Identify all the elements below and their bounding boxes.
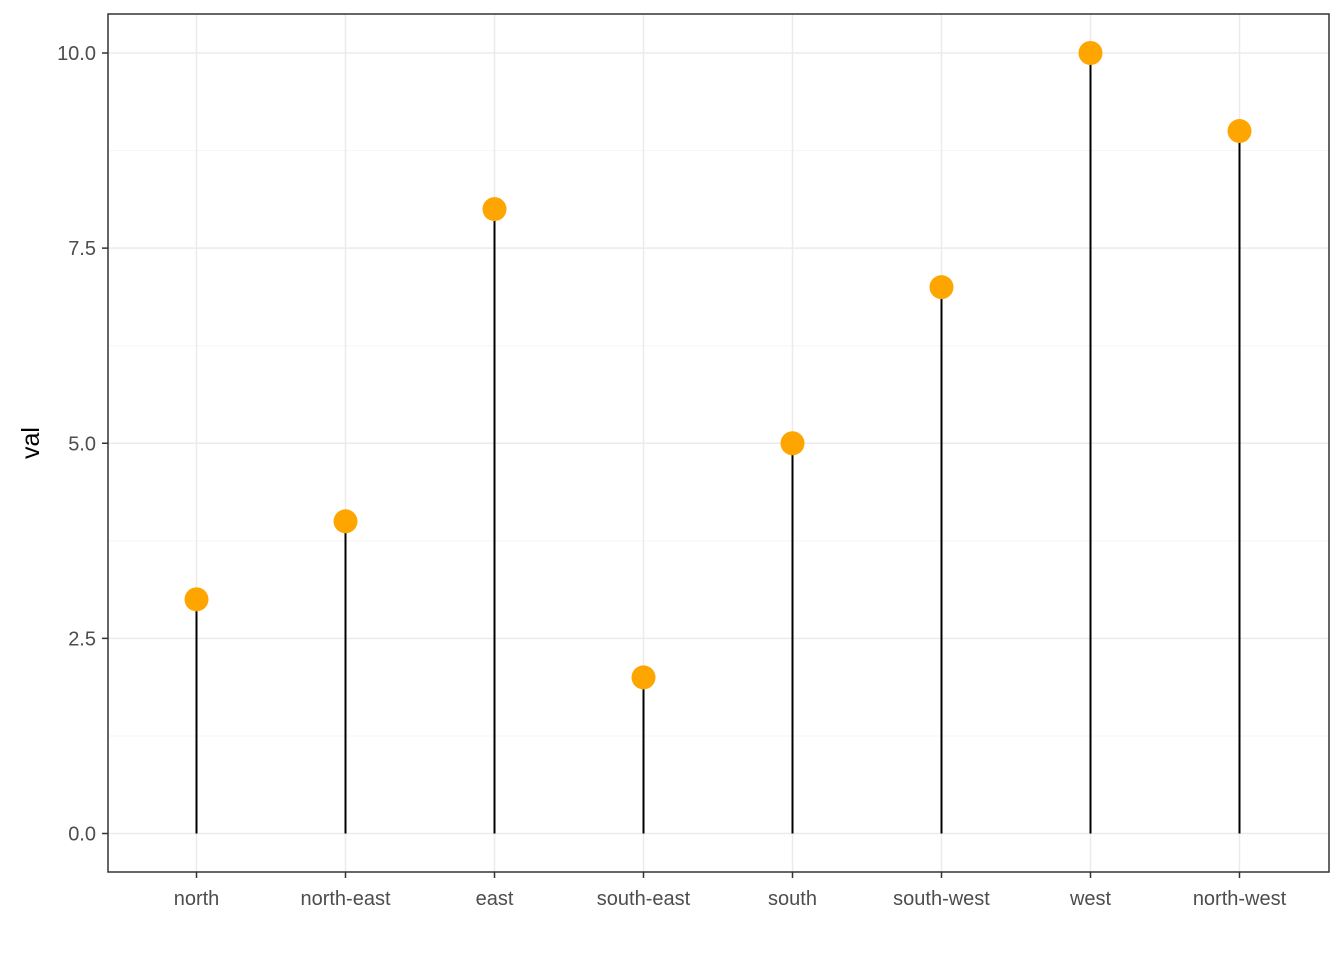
lollipop-point-south-west [929,275,954,300]
lollipop-point-west [1078,41,1103,65]
x-tick-label: south-east [597,888,691,910]
lollipop-point-north-east [333,509,358,534]
y-tick-label: 7.5 [68,238,96,260]
lollipop-point-north-west [1227,119,1252,144]
y-tick-label: 0.0 [68,824,96,846]
x-tick-label: west [1069,888,1112,910]
y-tick-label: 5.0 [68,433,96,455]
lollipop-stems [195,53,1241,834]
lollipop-points [184,41,1252,690]
lollipop-point-east [482,197,507,222]
x-tick-label: east [476,888,514,910]
y-tick-label: 10.0 [57,43,96,65]
x-tick-label: north-west [1193,888,1287,910]
y-axis-title: val [17,427,45,459]
x-tick-label: north [174,888,220,910]
x-tick-label: north-east [300,888,390,910]
y-tick-label: 2.5 [68,628,96,650]
y-axis-ticks: 0.0 2.5 5.0 7.5 10.0 [57,43,108,846]
minor-gridlines [108,150,1329,737]
x-tick-label: south [768,888,817,910]
lollipop-point-south-east [631,665,656,690]
x-axis-ticks: north north-east east south-east south south-… [174,872,1287,910]
x-tick-label: south-west [893,888,990,910]
lollipop-point-south [780,431,805,456]
lollipop-point-north [184,587,209,612]
